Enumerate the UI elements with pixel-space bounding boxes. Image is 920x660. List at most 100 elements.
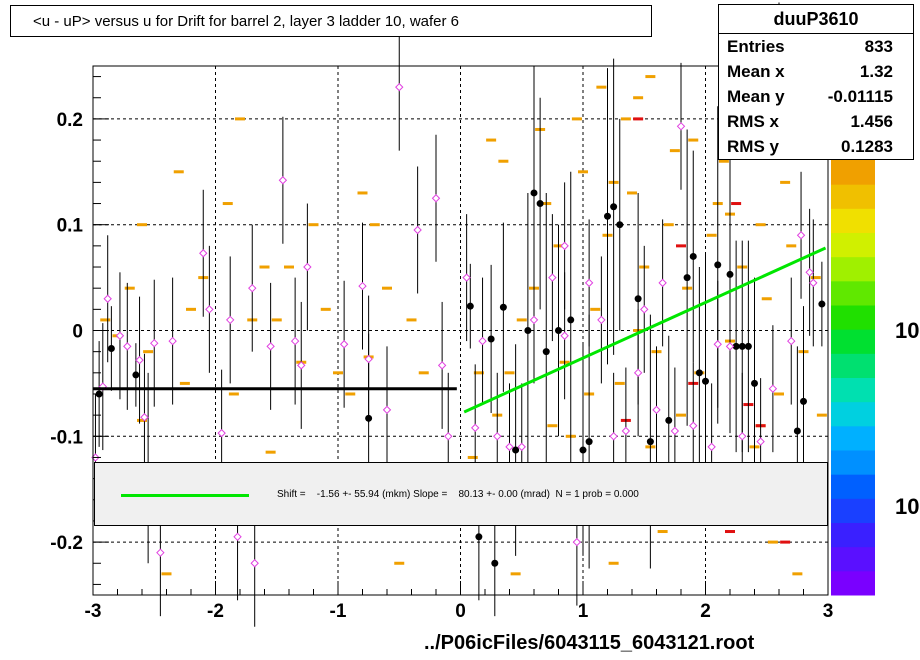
stats-key: RMS x	[727, 112, 779, 131]
profile-point	[524, 327, 532, 334]
histogram-cell	[767, 540, 778, 544]
palette-swatch	[831, 401, 875, 427]
stats-row-mean-y: Mean y -0.01115	[719, 84, 913, 109]
palette-swatch	[831, 184, 875, 209]
histogram-cell	[516, 318, 527, 322]
open-point	[670, 426, 680, 436]
histogram-cell	[590, 307, 601, 311]
histogram-cell	[547, 424, 558, 428]
open-point	[413, 225, 422, 235]
open-point	[150, 338, 159, 348]
open-point	[493, 432, 502, 441]
open-point	[123, 342, 132, 351]
stats-value: -0.01115	[827, 87, 893, 106]
fit-legend-text: Shift = -1.56 +- 55.94 (mkm) Slope = 80.…	[277, 489, 639, 500]
open-point	[505, 442, 514, 452]
profile-point	[567, 316, 575, 324]
palette-swatch	[831, 329, 875, 354]
profile-point	[530, 189, 538, 197]
y-tick-label: 0.1	[57, 216, 84, 237]
y-tick-label: 0	[72, 322, 83, 343]
histogram-cell	[620, 117, 631, 121]
open-point	[676, 122, 686, 131]
open-point	[248, 283, 257, 293]
histogram-cell	[137, 418, 147, 422]
histogram-cell	[228, 392, 239, 396]
histogram-cell	[137, 223, 147, 227]
profile-point	[744, 342, 752, 350]
open-point	[796, 231, 806, 240]
open-point	[297, 361, 306, 370]
palette-label-lower: 10	[895, 494, 920, 519]
profile-point	[818, 300, 826, 308]
histogram-cell	[786, 244, 797, 248]
histogram-cell	[774, 392, 784, 396]
open-point	[689, 421, 698, 430]
histogram-cell	[382, 286, 392, 290]
open-point	[572, 537, 582, 547]
open-point	[707, 442, 716, 452]
open-point	[584, 278, 594, 288]
histogram-cell	[608, 561, 619, 565]
histogram-cell	[486, 138, 497, 142]
stats-key: RMS y	[727, 137, 779, 156]
histogram-cell	[498, 159, 509, 163]
palette-swatch	[831, 474, 875, 499]
stats-row-rms-y: RMS y 0.1283	[719, 134, 913, 159]
histogram-cell-hot	[731, 202, 742, 206]
histogram-cell	[792, 572, 803, 576]
open-point	[437, 361, 447, 370]
histogram-cell	[571, 117, 582, 121]
profile-point	[365, 414, 373, 422]
open-point	[431, 194, 441, 203]
open-point	[290, 336, 300, 346]
y-tick-label: -0.1	[50, 427, 83, 448]
histogram-cell	[406, 318, 417, 322]
open-point	[217, 428, 226, 438]
palette-swatch	[831, 377, 875, 403]
profile-point	[491, 559, 499, 567]
open-point	[768, 384, 778, 393]
histogram-cell	[333, 371, 343, 375]
palette-swatch	[831, 280, 875, 306]
profile-point	[738, 342, 746, 350]
histogram-cell	[578, 170, 588, 174]
profile-point	[536, 200, 544, 208]
open-point	[738, 432, 747, 441]
histogram-cell	[669, 149, 680, 153]
y-tick-label: -0.2	[50, 533, 83, 554]
profile-point	[499, 303, 507, 311]
profile-point	[555, 327, 562, 334]
palette-label-upper: 10	[895, 318, 920, 343]
stats-value: 833	[864, 37, 893, 56]
open-point	[809, 278, 818, 288]
histogram-cell-hot	[633, 117, 644, 121]
histogram-cell	[222, 202, 233, 206]
x-tick-label: -2	[207, 601, 224, 622]
profile-point	[689, 252, 697, 260]
palette-swatch	[831, 450, 875, 475]
palette-swatch	[831, 522, 875, 548]
open-point	[140, 413, 149, 422]
profile-point	[542, 348, 550, 356]
profile-point	[800, 397, 807, 405]
open-point	[225, 315, 235, 325]
open-point	[199, 249, 208, 258]
stats-key: Mean x	[727, 62, 785, 81]
stats-row-entries: Entries 833	[719, 34, 913, 59]
stats-value: 1.32	[859, 62, 893, 81]
stats-box: duuP3610 Entries 833 Mean x 1.32 Mean y -0.…	[718, 4, 914, 160]
histogram-cell	[467, 455, 478, 459]
histogram-cell-hot	[725, 530, 735, 534]
open-point	[358, 281, 367, 291]
profile-point	[466, 302, 474, 310]
histogram-cell	[473, 371, 484, 375]
footer-filename: ../P06icFiles/6043115_6043121.root	[424, 632, 755, 654]
profile-point	[683, 274, 691, 282]
histogram-cell	[186, 307, 196, 311]
histogram-cell	[816, 413, 827, 417]
palette-swatch	[831, 546, 875, 572]
chart-title: <u - uP> versus u for Drift for barrel 2…	[10, 5, 652, 37]
profile-point	[487, 335, 495, 343]
histogram-cell	[676, 413, 686, 417]
